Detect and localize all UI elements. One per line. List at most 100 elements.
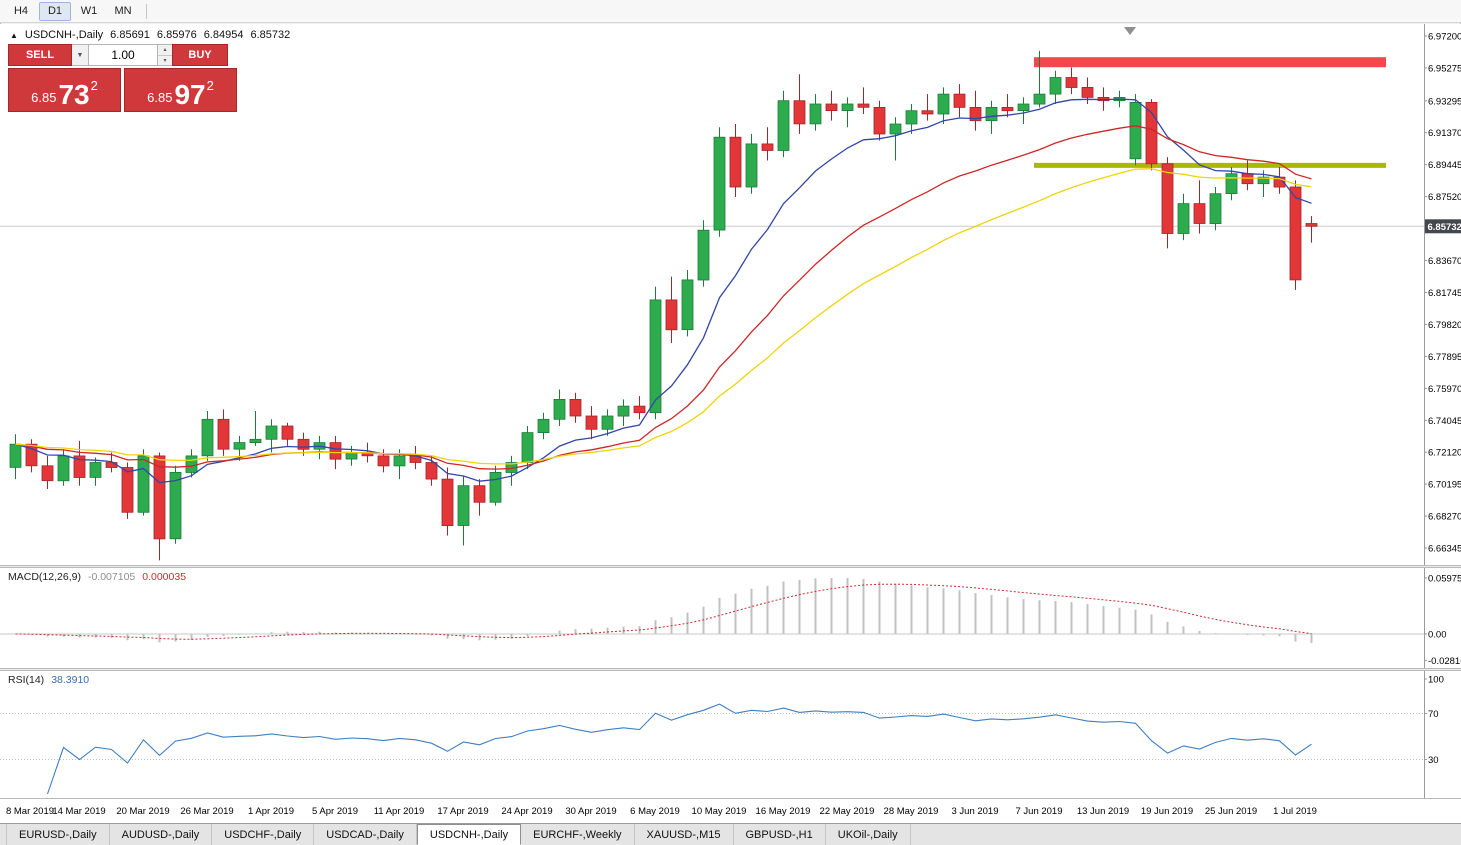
macd-panel[interactable]: 0.059758 0.00 -0.02816 xyxy=(0,568,1461,668)
chart-tab-ukoil[interactable]: UKOil-,Daily xyxy=(826,824,911,845)
volume-decrease-icon[interactable]: ▾ xyxy=(158,55,172,65)
sell-button[interactable]: SELL xyxy=(8,44,72,66)
candle-body xyxy=(473,485,486,503)
candle-body xyxy=(1065,77,1078,88)
rsi-panel[interactable]: 100 70 30 xyxy=(0,671,1461,798)
rsi-axis-label: 30 xyxy=(1428,755,1439,766)
candle-body xyxy=(1129,102,1142,160)
candle-body xyxy=(665,299,678,331)
timeframe-w1-button[interactable]: W1 xyxy=(80,4,98,17)
price-axis-label: 6.91370 xyxy=(1428,128,1461,139)
candle-body xyxy=(1145,102,1158,165)
candle-body xyxy=(1225,173,1238,194)
resistance-zone[interactable] xyxy=(1034,57,1386,68)
volume-input[interactable] xyxy=(89,44,158,66)
candle-body xyxy=(425,462,438,480)
candle-body xyxy=(921,110,934,115)
volume-increase-icon[interactable]: ▴ xyxy=(158,45,172,56)
chart-tab-usdchf[interactable]: USDCHF-,Daily xyxy=(212,824,315,845)
sell-price-prefix: 6.85 xyxy=(31,90,57,105)
candle-body xyxy=(153,455,166,540)
price-axis-label: 6.66345 xyxy=(1428,544,1461,555)
rsi-axis-label: 100 xyxy=(1428,675,1444,686)
candle-body xyxy=(729,136,742,188)
volume-stepper: ▴ ▾ xyxy=(158,44,172,66)
rsi-line xyxy=(46,703,1312,795)
date-label: 5 Apr 2019 xyxy=(312,806,358,817)
date-label: 7 Jun 2019 xyxy=(1015,806,1062,817)
chart-tab-eurusd[interactable]: EURUSD-,Daily xyxy=(6,824,110,845)
candle-body xyxy=(185,455,198,473)
quote-low: 6.84954 xyxy=(203,29,244,41)
sell-price-big: 73 xyxy=(58,79,90,110)
candle-body xyxy=(105,462,118,468)
timeframe-mn-button[interactable]: MN xyxy=(114,4,132,17)
quote-close: 6.85732 xyxy=(250,29,291,41)
price-axis-label: 6.70195 xyxy=(1428,480,1461,491)
chart-title: ▲ USDCNH-,Daily 6.85691 6.85976 6.84954 … xyxy=(10,29,290,41)
panel-divider[interactable] xyxy=(0,668,1461,671)
rsi-name: RSI(14) xyxy=(8,674,45,686)
candle-body xyxy=(9,443,22,468)
date-label: 14 Mar 2019 xyxy=(52,806,105,817)
panel-divider[interactable] xyxy=(0,565,1461,568)
date-label: 22 May 2019 xyxy=(820,806,875,817)
candle-body xyxy=(457,485,470,526)
timeframe-d1-button[interactable]: D1 xyxy=(39,1,71,21)
candle-body xyxy=(217,418,230,450)
chart-tab-xauusd[interactable]: XAUUSD-,M15 xyxy=(635,824,734,845)
candle-body xyxy=(377,455,390,467)
sell-price-sup: 2 xyxy=(90,78,98,93)
volume-dropdown-icon[interactable]: ▼ xyxy=(72,44,89,66)
candle-body xyxy=(441,478,454,527)
candle-body xyxy=(777,100,790,151)
candle-body xyxy=(249,438,262,443)
date-label: 1 Apr 2019 xyxy=(248,806,294,817)
chart-shift-marker-icon[interactable] xyxy=(1124,27,1136,35)
candle-body xyxy=(121,467,134,513)
price-axis-label: 6.68270 xyxy=(1428,512,1461,523)
chart-tab-usdcad[interactable]: USDCAD-,Daily xyxy=(314,824,417,845)
candle-body xyxy=(73,455,86,478)
toolbar-separator xyxy=(146,3,147,19)
date-label: 26 Mar 2019 xyxy=(180,806,233,817)
rsi-axis-label: 70 xyxy=(1428,709,1439,720)
candle-body xyxy=(137,455,150,513)
chart-tab-gbpusd[interactable]: GBPUSD-,H1 xyxy=(734,824,826,845)
date-label: 25 Jun 2019 xyxy=(1205,806,1257,817)
price-axis-label: 6.74045 xyxy=(1428,416,1461,427)
candle-body xyxy=(1177,203,1190,234)
price-axis[interactable] xyxy=(1425,24,1461,798)
buy-price-tile[interactable]: 6.85 97 2 xyxy=(124,68,237,112)
candle-body xyxy=(745,143,758,188)
date-label: 24 Apr 2019 xyxy=(501,806,552,817)
candle-body xyxy=(633,405,646,414)
candle-body xyxy=(969,107,982,122)
chart-tab-usdcnh[interactable]: USDCNH-,Daily xyxy=(416,824,522,845)
candle-body xyxy=(233,442,246,450)
chart-tab-eurchf[interactable]: EURCHF-,Weekly xyxy=(521,824,635,845)
price-axis-label: 6.87520 xyxy=(1428,192,1461,203)
candle-body xyxy=(1001,107,1014,112)
sell-price-tile[interactable]: 6.85 73 2 xyxy=(8,68,121,112)
candle-body xyxy=(1257,176,1270,185)
main-chart[interactable]: 6.97200 6.95275 6.93295 6.91370 6.89445 6.875… xyxy=(0,24,1461,565)
ma-mid-red xyxy=(15,125,1312,470)
date-label: 6 May 2019 xyxy=(630,806,680,817)
buy-button[interactable]: BUY xyxy=(172,44,228,66)
macd-signal-line xyxy=(15,583,1312,640)
time-axis[interactable]: 8 Mar 2019 14 Mar 2019 20 Mar 2019 26 Mar 2… xyxy=(0,798,1461,823)
date-label: 3 Jun 2019 xyxy=(951,806,998,817)
timeframe-toolbar: H4 D1 W1 MN xyxy=(0,0,1461,23)
macd-axis-label: 0.059758 xyxy=(1428,574,1461,585)
candle-body xyxy=(985,107,998,122)
candle-body xyxy=(857,103,870,108)
candle-body xyxy=(697,229,710,281)
candle-body xyxy=(761,143,774,151)
chart-tab-audusd[interactable]: AUDUSD-,Daily xyxy=(110,824,213,845)
timeframe-h4-button[interactable]: H4 xyxy=(13,4,29,17)
date-label: 8 Mar 2019 xyxy=(6,806,54,817)
rsi-value: 38.3910 xyxy=(51,674,90,686)
